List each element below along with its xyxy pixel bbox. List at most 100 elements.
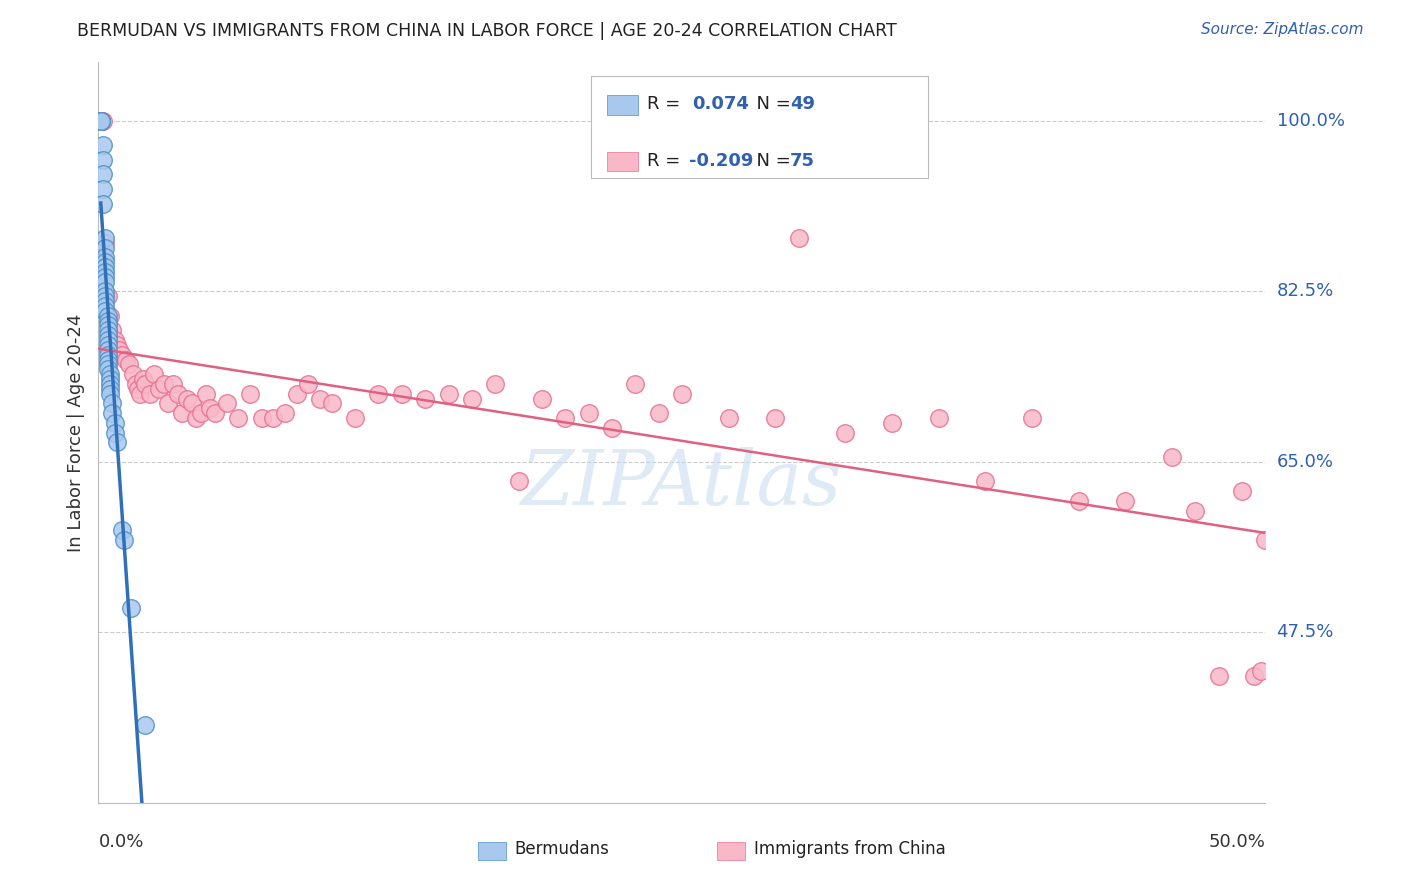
Text: 47.5%: 47.5% (1277, 624, 1334, 641)
Point (90, 114, 112, 128)
Point (90, 114, 112, 128)
Point (98, 386, 121, 401)
Point (94, 269, 117, 284)
Point (91, 168, 114, 182)
Point (101, 406, 124, 420)
Point (108, 343, 131, 357)
Point (162, 376, 184, 391)
Text: N =: N = (745, 95, 797, 113)
Point (101, 323, 124, 337)
Point (98, 367, 121, 381)
Point (671, 386, 693, 401)
Point (297, 376, 319, 391)
Point (94, 265, 117, 279)
Point (91, 114, 114, 128)
Point (91, 153, 114, 167)
Point (125, 376, 148, 391)
Point (98, 376, 121, 391)
Point (1184, 503, 1206, 517)
Point (180, 396, 202, 410)
Point (974, 475, 997, 489)
Point (194, 386, 217, 401)
Point (94, 255, 117, 269)
Point (97, 352, 120, 367)
Point (1254, 533, 1277, 547)
Text: R =: R = (647, 95, 692, 113)
Point (90, 114, 112, 128)
Point (200, 401, 222, 416)
Point (104, 416, 127, 430)
Point (391, 386, 413, 401)
Point (97, 338, 120, 352)
Point (104, 333, 127, 347)
Point (97, 358, 120, 372)
Text: R =: R = (647, 152, 686, 169)
Text: N =: N = (745, 152, 797, 169)
Point (129, 386, 152, 401)
Point (94, 303, 117, 318)
Text: ZIPAtlas: ZIPAtlas (522, 448, 842, 522)
Text: 65.0%: 65.0% (1277, 453, 1333, 471)
Point (94, 231, 117, 245)
Point (127, 382, 149, 396)
Point (600, 421, 623, 435)
Point (94, 260, 117, 274)
Point (367, 386, 389, 401)
Point (190, 406, 212, 420)
Point (1243, 669, 1265, 683)
Point (1021, 411, 1043, 425)
Point (91, 138, 114, 153)
Point (647, 406, 669, 420)
Point (176, 392, 198, 406)
Text: BERMUDAN VS IMMIGRANTS FROM CHINA IN LABOR FORCE | AGE 20-24 CORRELATION CHART: BERMUDAN VS IMMIGRANTS FROM CHINA IN LAB… (77, 22, 897, 40)
Point (91, 182, 114, 196)
Point (134, 376, 156, 391)
Point (215, 396, 238, 410)
Point (97, 313, 120, 327)
Point (112, 533, 135, 547)
Point (94, 289, 117, 303)
Point (132, 372, 155, 386)
Point (122, 367, 145, 381)
Point (437, 386, 460, 401)
Point (97, 318, 120, 333)
Point (262, 411, 284, 425)
Point (105, 435, 128, 450)
Point (321, 396, 343, 410)
Text: 49: 49 (790, 95, 815, 113)
Point (97, 323, 120, 337)
Point (97, 362, 120, 376)
Point (139, 386, 162, 401)
Point (1230, 484, 1253, 499)
Point (763, 411, 786, 425)
Point (97, 343, 120, 357)
Text: Immigrants from China: Immigrants from China (754, 840, 945, 858)
Point (285, 386, 308, 401)
Point (90, 114, 112, 128)
Text: 75: 75 (790, 152, 815, 169)
Point (105, 338, 128, 352)
Point (98, 309, 121, 323)
Point (1250, 665, 1272, 679)
Point (101, 396, 124, 410)
Point (239, 386, 262, 401)
Text: 0.074: 0.074 (692, 95, 748, 113)
Point (118, 358, 141, 372)
Point (530, 392, 553, 406)
Point (1161, 450, 1184, 464)
Y-axis label: In Labor Force | Age 20-24: In Labor Force | Age 20-24 (66, 313, 84, 552)
Point (1067, 493, 1090, 508)
Text: -0.209: -0.209 (689, 152, 754, 169)
Point (309, 392, 332, 406)
Point (880, 416, 903, 430)
Point (97, 328, 120, 343)
Point (90, 114, 112, 128)
Point (120, 601, 142, 615)
Point (94, 275, 117, 289)
Point (94, 240, 117, 255)
Point (115, 352, 138, 367)
Point (91, 196, 114, 211)
Point (1208, 669, 1230, 683)
Point (111, 523, 134, 537)
Point (148, 382, 170, 396)
